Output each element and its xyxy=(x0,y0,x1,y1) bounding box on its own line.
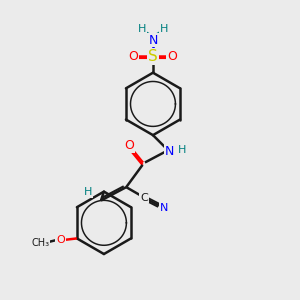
Text: O: O xyxy=(124,139,134,152)
Text: N: N xyxy=(160,203,168,213)
Text: N: N xyxy=(148,34,158,46)
Text: CH₃: CH₃ xyxy=(32,238,50,248)
Text: O: O xyxy=(167,50,177,63)
Text: O: O xyxy=(129,50,139,63)
Text: H: H xyxy=(137,24,146,34)
Text: H: H xyxy=(84,187,93,197)
Text: N: N xyxy=(165,145,174,158)
Text: S: S xyxy=(148,49,158,64)
Text: H: H xyxy=(178,145,186,155)
Text: O: O xyxy=(56,235,65,245)
Text: H: H xyxy=(160,24,169,34)
Text: C: C xyxy=(140,193,148,202)
